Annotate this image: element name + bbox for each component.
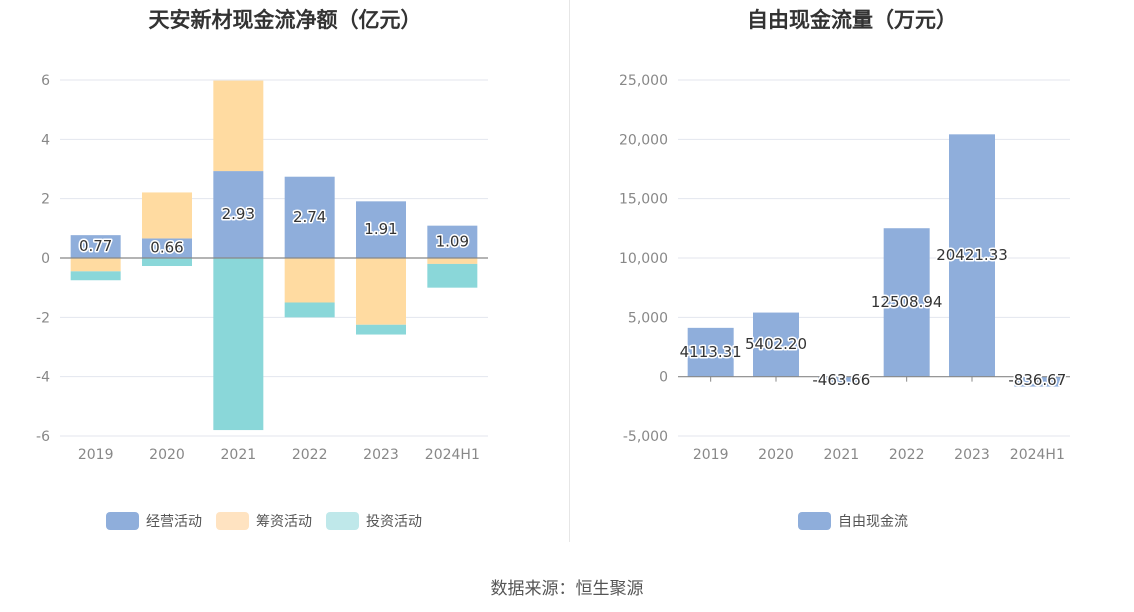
left-bar-financing <box>356 258 406 325</box>
left-y-tick-label: 6 <box>41 73 50 89</box>
right-x-tick-label: 2021 <box>824 447 860 463</box>
right-y-tick-label: 10,000 <box>619 251 668 267</box>
left-x-tick-label: 2023 <box>363 447 399 463</box>
left-data-label: 0.66 <box>150 239 183 257</box>
left-legend: 经营活动 筹资活动 投资活动 <box>106 511 436 531</box>
left-data-label: 0.77 <box>79 237 112 255</box>
left-y-tick-label: 0 <box>41 251 50 267</box>
left-bar-investing <box>70 271 121 281</box>
left-bar-investing <box>284 302 335 318</box>
left-y-tick-label: 4 <box>41 132 50 148</box>
left-bar-financing <box>427 258 478 264</box>
left-chart-title: 天安新材现金流净额（亿元） <box>148 8 422 32</box>
left-x-tick-label: 2022 <box>292 447 328 463</box>
right-bar-free-cash-flow <box>753 312 799 377</box>
left-y-tick-label: -4 <box>36 370 50 386</box>
right-bar-free-cash-flow <box>687 327 734 377</box>
legend-swatch-financing <box>216 512 249 530</box>
left-data-label: 1.91 <box>364 220 397 238</box>
right-x-tick-label: 2020 <box>758 447 794 463</box>
legend-label-operating: 经营活动 <box>146 514 202 530</box>
left-y-tick-label: -6 <box>36 429 50 445</box>
left-x-tick-label: 2019 <box>78 447 114 463</box>
right-x-tick-label: 2019 <box>693 447 729 463</box>
right-y-tick-label: 15,000 <box>619 192 668 208</box>
right-data-label: 12508.94 <box>871 293 943 311</box>
right-legend: 自由现金流 <box>798 511 922 531</box>
legend-swatch-operating <box>106 512 139 530</box>
right-y-tick-label: 20,000 <box>619 132 668 148</box>
legend-item-investing[interactable]: 投资活动 <box>326 511 422 531</box>
left-bar-financing <box>213 80 264 172</box>
legend-swatch-investing <box>326 512 359 530</box>
right-y-tick-label: 0 <box>659 370 668 386</box>
left-bar-operating <box>213 171 264 258</box>
left-y-tick-label: 2 <box>41 192 50 208</box>
left-data-label: 2.74 <box>293 208 326 226</box>
left-x-tick-label: 2021 <box>221 447 257 463</box>
right-data-label: -463.66 <box>812 371 870 389</box>
left-bar-operating <box>427 225 478 258</box>
right-x-tick-label: 2023 <box>954 447 990 463</box>
left-bar-investing <box>213 258 264 431</box>
left-data-label: 1.09 <box>436 232 469 250</box>
left-bar-financing <box>142 192 192 239</box>
right-y-tick-label: 5,000 <box>628 310 668 326</box>
right-data-label: 20421.33 <box>936 246 1008 264</box>
left-bar-investing <box>142 258 192 267</box>
legend-item-financing[interactable]: 筹资活动 <box>216 511 312 531</box>
left-bar-operating <box>70 235 121 258</box>
right-x-tick-label: 2022 <box>889 447 925 463</box>
right-data-label: -836.67 <box>1008 371 1066 389</box>
legend-item-free-cash-flow[interactable]: 自由现金流 <box>798 511 908 531</box>
right-bar-free-cash-flow <box>949 134 995 377</box>
right-bar-free-cash-flow <box>883 228 930 377</box>
left-bar-investing <box>427 263 478 288</box>
chart-divider <box>569 0 570 542</box>
right-y-tick-label: -5,000 <box>623 429 668 445</box>
left-x-tick-label: 2020 <box>149 447 185 463</box>
right-data-label: 4113.31 <box>680 343 742 361</box>
right-data-label: 5402.20 <box>745 335 807 353</box>
left-x-tick-label: 2024H1 <box>425 447 480 463</box>
left-bar-financing <box>284 258 335 303</box>
right-chart-title: 自由现金流量（万元） <box>747 8 957 32</box>
left-bar-operating <box>284 176 335 258</box>
right-x-tick-label: 2024H1 <box>1010 447 1065 463</box>
left-data-label: 2.93 <box>222 205 255 223</box>
left-bar-operating <box>356 201 406 258</box>
right-y-tick-label: 25,000 <box>619 73 668 89</box>
legend-swatch-free-cash-flow <box>798 512 831 530</box>
data-source: 数据来源：恒生聚源 <box>490 579 644 599</box>
legend-label-financing: 筹资活动 <box>256 514 312 530</box>
left-bar-financing <box>70 258 121 272</box>
left-y-tick-label: -2 <box>36 310 50 326</box>
legend-label-free-cash-flow: 自由现金流 <box>838 514 908 530</box>
left-bar-investing <box>356 324 406 335</box>
legend-label-investing: 投资活动 <box>366 514 422 530</box>
legend-item-operating[interactable]: 经营活动 <box>106 511 202 531</box>
left-bar-operating <box>142 238 192 258</box>
